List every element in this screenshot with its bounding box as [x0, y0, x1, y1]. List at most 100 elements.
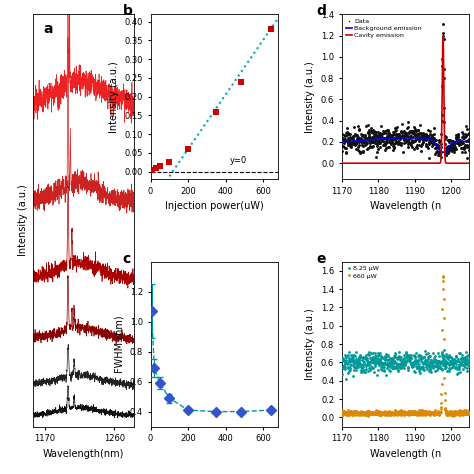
Point	[438, 348, 446, 356]
Point	[393, 132, 401, 140]
Point	[407, 409, 415, 417]
Point	[457, 137, 465, 145]
Point	[400, 354, 408, 362]
Point	[362, 139, 369, 146]
Point	[374, 354, 382, 362]
Point	[411, 410, 419, 418]
Point	[344, 137, 351, 145]
Point	[346, 366, 354, 374]
Point	[365, 410, 373, 418]
Point	[438, 55, 446, 63]
Point	[409, 407, 417, 415]
Point	[345, 407, 352, 414]
Point	[343, 352, 350, 359]
Point	[447, 411, 455, 419]
Point	[360, 137, 368, 145]
Point	[447, 361, 454, 368]
Point	[357, 136, 365, 143]
Point	[382, 409, 389, 416]
Point	[420, 407, 428, 415]
Point	[346, 410, 354, 417]
Point	[356, 135, 364, 142]
Point	[397, 407, 404, 415]
Point	[388, 359, 396, 367]
Point	[411, 137, 419, 145]
Point	[436, 357, 443, 365]
Point	[381, 408, 389, 416]
Point	[391, 144, 398, 152]
Point	[416, 136, 423, 143]
Point	[438, 148, 445, 156]
Point	[377, 131, 384, 138]
Point	[356, 410, 364, 417]
Point	[354, 122, 362, 130]
Point	[367, 408, 375, 416]
Point	[343, 375, 350, 383]
Point	[362, 354, 369, 362]
Point	[355, 356, 362, 363]
Point	[429, 361, 437, 369]
Point	[342, 137, 349, 145]
Point	[398, 408, 405, 416]
Point	[431, 410, 439, 418]
Point	[444, 411, 451, 419]
Point	[396, 361, 404, 368]
Point	[357, 135, 365, 143]
Point	[399, 409, 406, 416]
Point	[374, 138, 382, 146]
Point	[411, 356, 419, 364]
Point	[435, 409, 443, 417]
Point	[381, 409, 388, 416]
Point	[383, 359, 391, 367]
Point	[389, 356, 396, 363]
Point	[431, 362, 439, 370]
Point	[414, 409, 421, 416]
Point	[426, 361, 433, 369]
Point	[440, 65, 447, 73]
Point	[415, 360, 422, 368]
Point	[345, 139, 352, 147]
Point	[422, 359, 429, 366]
Point	[449, 412, 456, 419]
Point	[432, 144, 440, 152]
Point	[378, 353, 385, 361]
Point	[460, 407, 468, 414]
Point	[430, 135, 438, 142]
Point	[352, 409, 360, 416]
Point	[397, 406, 404, 414]
Point	[437, 409, 444, 416]
Point	[441, 363, 449, 370]
Point	[348, 353, 356, 360]
Point	[426, 365, 434, 373]
Point	[386, 409, 394, 416]
Point	[426, 359, 433, 367]
Point	[451, 363, 458, 371]
Point	[414, 408, 421, 416]
Point	[432, 362, 439, 370]
Point	[464, 352, 471, 360]
Point	[369, 358, 376, 366]
Point	[385, 409, 393, 416]
Point	[391, 124, 398, 132]
Point	[410, 352, 418, 360]
Point	[361, 132, 369, 140]
Point	[396, 362, 403, 370]
Point	[461, 408, 468, 416]
Point	[353, 363, 361, 371]
Point	[433, 359, 440, 366]
Point	[382, 139, 390, 147]
Point	[363, 361, 371, 368]
Point	[456, 411, 464, 419]
Point	[358, 410, 365, 417]
Point	[358, 367, 365, 374]
Point	[374, 129, 382, 137]
Point	[381, 366, 388, 374]
Point	[382, 141, 389, 149]
Point	[391, 411, 398, 419]
Point	[349, 408, 356, 416]
Point	[421, 409, 428, 416]
Point	[409, 363, 417, 370]
Point	[372, 153, 379, 160]
Point	[388, 132, 396, 139]
Point	[419, 354, 426, 362]
